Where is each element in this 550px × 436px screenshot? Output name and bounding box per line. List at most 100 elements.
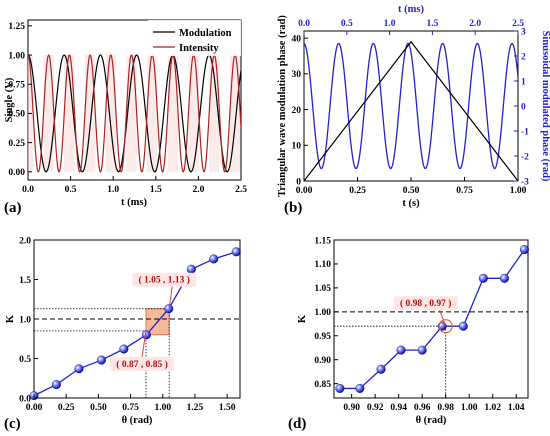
x-d-tick-label: 1.00: [461, 403, 478, 413]
x-ticks-c: 0.00 0.25 0.50 0.75 1.00 1.25 1.50: [26, 394, 236, 413]
data-point: [335, 383, 345, 393]
panel-label-b: (b): [284, 200, 302, 216]
data-point: [376, 364, 386, 374]
x-axis-label-c: θ (rad): [122, 415, 153, 426]
x-a-tick-label: 2.5: [235, 185, 247, 195]
x-ticks-a: 0.0 0.5 1.0 1.5 2.0 2.5: [22, 176, 247, 195]
panel-a: 0.0 0.5 1.0 1.5 2.0 2.5 0.00 0.25 0.50 0.75 1.00 1…: [4, 19, 247, 216]
x2-b-tick-label: 1.5: [426, 19, 438, 29]
legend-a: Modulation Intensity: [148, 20, 241, 56]
y-d-tick-label: 1.00: [314, 308, 331, 318]
intensity-band: [84, 55, 96, 172]
annotation-arrow: [141, 330, 147, 357]
plot-area-d: [333, 239, 529, 399]
x-c-tick-label: 1.00: [154, 403, 171, 413]
y-d-tick-label: 1.05: [314, 284, 331, 294]
k-series-line-c: [33, 251, 237, 397]
intensity-band: [105, 55, 116, 172]
y-axis-label-c: K: [5, 314, 16, 323]
y-d-tick-label: 0.90: [314, 356, 331, 366]
annotation-label: ( 0.98 , 0.97 ): [400, 298, 451, 309]
y-c-tick-label: 1.0: [19, 315, 31, 325]
y-axis-label-a: Single (V): [4, 77, 15, 122]
x2-axis-label-b: t (ms): [398, 4, 424, 15]
y2-b-tick-label: -3: [521, 177, 529, 187]
intensity-band: [126, 55, 137, 172]
x-b-tick-label: 0.75: [456, 186, 473, 196]
x-b-tick-label: 0.50: [403, 186, 420, 196]
annotation-bg: [393, 296, 458, 311]
y-d-tick-label: 0.95: [314, 332, 331, 342]
x-b-tick-label: 1.00: [510, 186, 527, 196]
data-point: [51, 380, 61, 390]
y-a-tick-label: 0.75: [8, 81, 25, 91]
y-b-tick-label: 20: [292, 106, 302, 116]
intensity-band: [209, 55, 220, 172]
x-d-tick-label: 0.98: [437, 403, 454, 413]
x-a-tick-label: 1.5: [150, 185, 162, 195]
x-b-tick-label: 0.00: [296, 186, 313, 196]
y-a-tick-label: 0.00: [8, 168, 25, 178]
annotation-bg: [110, 356, 175, 371]
x-d-tick-label: 0.92: [367, 403, 384, 413]
series-triangular-phase-line: [304, 40, 518, 181]
annotations-d: ( 0.98 , 0.97 ): [393, 296, 458, 334]
intensity-band: [147, 55, 158, 172]
intensity-band: [229, 55, 241, 172]
x-a-tick-label: 0.0: [22, 185, 34, 195]
y-b-tick-label: 0: [296, 177, 301, 187]
series-modulation-line: [28, 54, 241, 173]
y-d-tick-label: 0.85: [314, 380, 331, 390]
x2-b-tick-label: 2.5: [512, 19, 524, 29]
k-series-line-d: [339, 249, 526, 390]
plot-area-c: [33, 239, 241, 399]
legend-intensity-label: Intensity: [179, 43, 219, 54]
panel-label-c: (c): [4, 416, 21, 432]
y2-b-tick-label: 2: [521, 52, 526, 62]
x-c-tick-label: 1.25: [187, 403, 204, 413]
x-axis-label-d: θ (rad): [416, 415, 447, 426]
panel-label-a: (a): [4, 200, 22, 216]
y2-b-tick-label: 0: [521, 102, 526, 112]
data-point: [209, 254, 219, 264]
x-d-tick-label: 0.90: [343, 403, 360, 413]
y-a-tick-label: 1.00: [8, 51, 25, 61]
x2-b-tick-label: 2.0: [469, 19, 481, 29]
y-d-tick-label: 1.15: [314, 236, 331, 246]
data-point: [417, 345, 427, 355]
x-d-tick-label: 1.04: [508, 403, 525, 413]
y-a-tick-label: 0.25: [8, 139, 25, 149]
data-point: [355, 383, 365, 393]
annotation-arrow: [168, 286, 173, 309]
x-c-tick-label: 0.75: [122, 403, 139, 413]
y2-b-tick-label: 1: [521, 77, 526, 87]
y-c-tick-label: 1.5: [19, 276, 31, 286]
intensity-band: [188, 55, 199, 172]
panel-label-d: (d): [288, 416, 306, 432]
y-axis-label-d: K: [297, 314, 308, 323]
x-ticks-d: 0.90 0.92 0.94 0.96 0.98 1.00 1.02 1.04: [343, 394, 525, 413]
x-c-tick-label: 1.50: [219, 403, 236, 413]
x-a-tick-label: 1.0: [107, 185, 119, 195]
x-d-tick-label: 1.02: [484, 403, 501, 413]
intensity-band: [43, 55, 54, 172]
y-a-tick-label: 0.50: [8, 110, 25, 120]
data-point: [74, 364, 84, 374]
annotations-c: ( 1.05 , 1.13 ) ( 0.87 , 0.85 ): [110, 272, 197, 371]
x-axis-label-a: t (ms): [121, 197, 147, 208]
data-point: [119, 344, 129, 354]
guide-lines-d: [334, 325, 447, 398]
x-ticks-b: 0.00 0.25 0.50 0.75 1.00: [296, 177, 527, 196]
annotation-bg: [132, 272, 197, 287]
data-point: [141, 330, 151, 340]
annotation-label: ( 1.05 , 1.13 ): [138, 275, 189, 286]
y2-b-tick-label: 3: [521, 27, 526, 37]
y-b-tick-label: 10: [292, 142, 302, 152]
data-point: [231, 247, 241, 257]
x-c-tick-label: 0.25: [58, 403, 75, 413]
data-point: [186, 264, 196, 274]
annotation-label: ( 0.87 , 0.85 ): [116, 359, 167, 370]
y2-axis-label-b: Sinusoidal modulated phase (rad): [540, 31, 550, 182]
y-axis-label-b: Triangular wave modulation phase (rad): [277, 15, 288, 197]
